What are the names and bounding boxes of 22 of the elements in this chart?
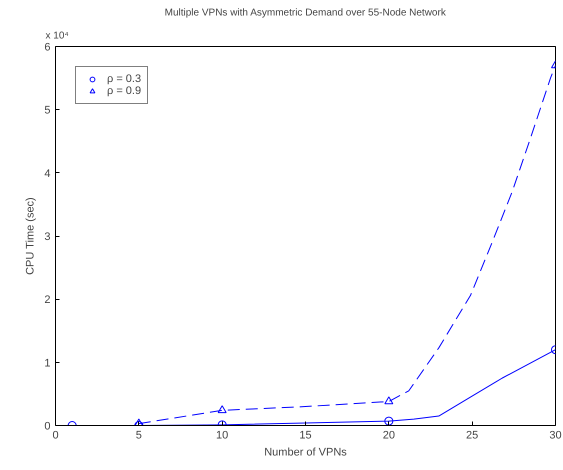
x-tick-label: 20 [382, 430, 395, 442]
x-tick-label: 5 [136, 430, 142, 442]
y-tick-label: 4 [44, 168, 51, 180]
y-tick-label: 3 [44, 231, 51, 243]
y-tick-label: 6 [44, 42, 51, 54]
chart-title: Multiple VPNs with Asymmetric Demand over 55-Node Network [164, 8, 447, 18]
x-tick-label: 30 [549, 430, 562, 442]
x-tick-label: 10 [216, 430, 228, 442]
x-tick-label: 25 [466, 430, 478, 442]
point [218, 405, 227, 414]
text: x 10⁴ [46, 30, 69, 42]
y-tick-label: 1 [44, 357, 51, 370]
y-tick-label: 0 [44, 420, 51, 432]
y-tick-label: 5 [44, 104, 51, 117]
y-axis-title: CPU Time (sec) [24, 197, 36, 275]
x-tick-label: 15 [299, 430, 312, 442]
point [384, 396, 394, 404]
x-axis-title: Number of VPNs [264, 446, 348, 458]
x-tick-label: 0 [52, 430, 59, 442]
y-tick-label: 2 [44, 294, 51, 306]
legend-label: ρ = 0.9 [107, 85, 142, 97]
legend-label: ρ = 0.3 [107, 73, 142, 85]
